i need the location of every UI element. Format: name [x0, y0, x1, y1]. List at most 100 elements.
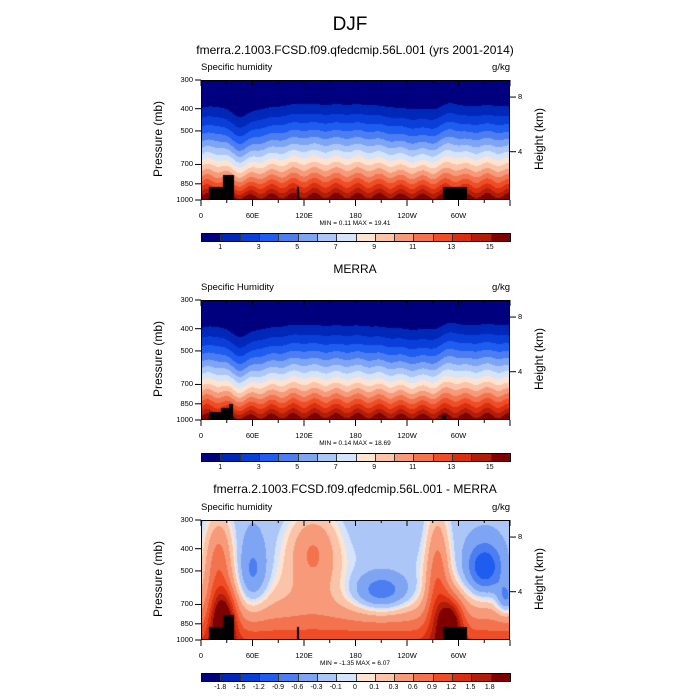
- y2-tick-label: 4: [518, 586, 523, 596]
- colorbar-label: 7: [333, 244, 338, 251]
- y2-tick-label: 4: [518, 366, 523, 376]
- x-tick-label: 120W: [397, 431, 417, 440]
- colorbar-box: [279, 234, 299, 241]
- colorbar-label: 13: [447, 464, 456, 471]
- contour-panel: [201, 520, 510, 640]
- colorbar-box: [337, 454, 357, 461]
- x-tick-label: 0: [198, 211, 204, 220]
- colorbar-label: 0.9: [427, 684, 437, 691]
- y2-tick-label: 8: [518, 92, 523, 102]
- colorbar-box: [375, 674, 396, 681]
- colorbar-box: [298, 674, 318, 681]
- colorbar-label: 1: [218, 244, 223, 251]
- colorbar-label: 0.1: [369, 684, 380, 691]
- colorbar-label: 1: [218, 464, 223, 471]
- y-tick-label: 300: [180, 295, 193, 304]
- colorbar-label: 5: [295, 464, 300, 471]
- colorbar-box: [240, 674, 260, 681]
- colorbar-label: 15: [485, 244, 494, 251]
- colorbar-label: 9: [372, 464, 377, 471]
- y-axis-title: Pressure (mb): [151, 541, 165, 618]
- y2-axis-title: Height (km): [532, 548, 546, 611]
- panel-left-string: Specific humidity: [201, 502, 273, 513]
- y2-axis-title: Height (km): [532, 108, 546, 171]
- y-tick-label: 400: [180, 543, 193, 553]
- x-tick-label: 60E: [245, 651, 260, 660]
- colorbar-box: [259, 674, 280, 681]
- colorbar-label: -0.3: [310, 684, 323, 691]
- colorbar-box: [395, 454, 415, 461]
- colorbar-box: [356, 454, 376, 461]
- colorbar-label: -0.6: [291, 684, 304, 691]
- x-tick-label: 180: [349, 651, 362, 660]
- axis-ticks: [195, 299, 516, 426]
- colorbar-box: [491, 454, 510, 461]
- colorbar-label: -0.9: [271, 684, 285, 691]
- colorbar-box: [472, 674, 492, 681]
- min-max-label: MIN = -1.35 MAX = 6.07: [319, 660, 391, 667]
- y-tick-label: 500: [180, 125, 193, 135]
- x-tick-label: 60E: [245, 211, 260, 220]
- colorbar-label: 0.3: [388, 684, 399, 691]
- contour-field: [201, 300, 510, 420]
- x-tick-label: 60E: [245, 431, 260, 440]
- contour-panel: [201, 80, 510, 200]
- y-tick-label: 700: [180, 379, 193, 389]
- colorbar-box: [259, 454, 280, 461]
- colorbar-label: 1.8: [484, 684, 495, 691]
- colorbar-box: [298, 234, 318, 241]
- x-tick-label: 180: [349, 431, 362, 440]
- colorbar-box: [433, 674, 454, 681]
- colorbar-box: [375, 234, 396, 241]
- colorbar-label: -1.2: [252, 684, 265, 691]
- y-tick-label: 1000: [176, 195, 193, 204]
- figure-title: DJF: [332, 14, 368, 35]
- colorbar-box: [202, 234, 222, 241]
- colorbar-label: -0.1: [329, 684, 342, 691]
- colorbar-box: [202, 454, 222, 461]
- x-tick-label: 120W: [397, 211, 417, 220]
- x-tick-label: 60W: [450, 651, 467, 660]
- colorbar: [201, 233, 511, 242]
- colorbar-box: [472, 454, 492, 461]
- colorbar-label: 15: [485, 464, 494, 471]
- colorbar-label: 9: [372, 244, 377, 251]
- colorbar-box: [453, 454, 473, 461]
- colorbar-label: 7: [333, 464, 338, 471]
- y-tick-label: 700: [180, 159, 193, 169]
- x-tick-label: 120E: [295, 651, 313, 660]
- x-tick-label: 0: [198, 431, 204, 440]
- colorbar-label: -1.8: [214, 684, 227, 691]
- x-tick-label: 120W: [397, 651, 417, 660]
- colorbar-label: 5: [295, 244, 300, 251]
- x-tick-label: 120E: [295, 431, 313, 440]
- y2-tick-label: 4: [518, 146, 523, 156]
- colorbar-box: [356, 234, 376, 241]
- panel-units: g/kg: [492, 502, 510, 513]
- x-tick-label: 180: [349, 211, 362, 220]
- colorbar-box: [337, 234, 357, 241]
- colorbar-label: 0: [353, 684, 357, 691]
- colorbar-box: [337, 674, 357, 681]
- colorbar-box: [202, 674, 222, 681]
- colorbar-box: [279, 454, 299, 461]
- y-tick-label: 400: [180, 103, 193, 113]
- x-tick-label: 0: [198, 651, 204, 660]
- y-tick-label: 500: [180, 345, 193, 355]
- colorbar-box: [279, 674, 299, 681]
- panel-units: g/kg: [492, 282, 510, 293]
- colorbar-label: 11: [409, 464, 417, 471]
- colorbar-box: [395, 234, 415, 241]
- colorbar-box: [414, 234, 434, 241]
- colorbar-box: [491, 674, 510, 681]
- axis-ticks: [195, 79, 516, 206]
- colorbar-label: 11: [409, 244, 417, 251]
- x-tick-label: 60W: [450, 431, 467, 440]
- colorbar-label: 3: [256, 464, 261, 471]
- colorbar-box: [317, 674, 338, 681]
- colorbar-box: [433, 234, 454, 241]
- y-tick-label: 1000: [176, 415, 193, 424]
- contour-panel: [201, 300, 510, 420]
- colorbar-box: [433, 454, 454, 461]
- contour-field: [201, 520, 510, 640]
